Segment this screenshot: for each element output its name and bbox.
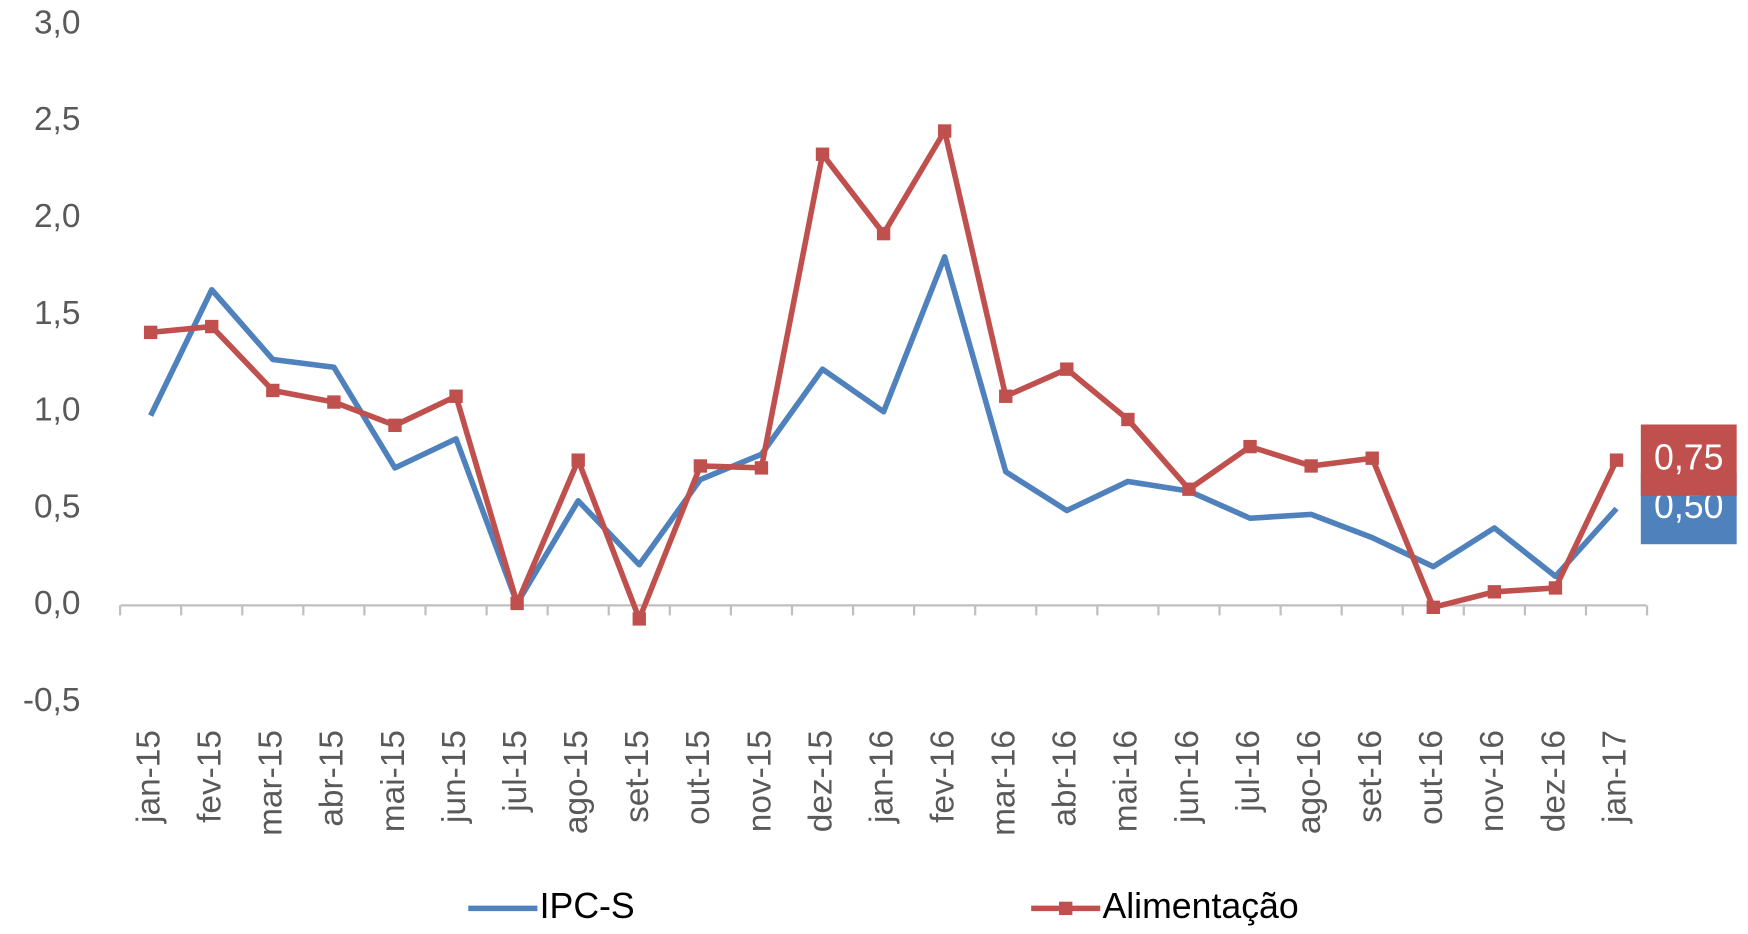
- y-tick-label: -0,5: [23, 682, 81, 719]
- x-tick-label: ago-16: [1291, 730, 1328, 834]
- marker: [1304, 459, 1318, 473]
- marker: [571, 453, 585, 467]
- marker: [1487, 585, 1502, 599]
- x-tick-label: mai-16: [1108, 730, 1145, 832]
- x-tick-label: nov-15: [741, 730, 778, 832]
- x-tick-label: out-15: [680, 730, 717, 825]
- marker: [1243, 439, 1257, 454]
- marker: [143, 325, 158, 340]
- value-label: 0,75: [1654, 438, 1723, 478]
- x-tick-label: mar-15: [253, 730, 290, 836]
- x-tick-label: mai-15: [375, 730, 412, 832]
- x-tick-label: fev-15: [192, 730, 229, 823]
- y-tick-label: 0,0: [34, 585, 80, 622]
- marker: [1060, 362, 1074, 376]
- legend-label: Alimentação: [1102, 886, 1298, 926]
- x-tick-label: mar-16: [986, 730, 1023, 836]
- x-tick-label: set-15: [619, 730, 656, 823]
- x-tick-label: out-16: [1413, 730, 1450, 825]
- series-line: [150, 128, 1620, 622]
- x-tick-label: set-16: [1352, 730, 1389, 823]
- legend-marker: [1059, 901, 1073, 916]
- y-tick-label: 2,5: [34, 101, 80, 138]
- marker: [815, 147, 830, 161]
- marker: [449, 389, 463, 403]
- marker: [1426, 600, 1440, 614]
- marker: [266, 383, 280, 398]
- y-tick-label: 1,0: [34, 392, 80, 429]
- x-tick-label: abr-15: [314, 730, 351, 827]
- marker: [1548, 581, 1563, 595]
- x-tick-label: jul-16: [1230, 730, 1267, 813]
- x-tick-label: jan-15: [130, 730, 167, 824]
- marker: [388, 418, 402, 432]
- x-tick-label: ago-15: [558, 730, 595, 834]
- x-tick-label: nov-16: [1474, 730, 1511, 832]
- marker: [1121, 412, 1135, 427]
- x-tick-label: jul-15: [497, 730, 534, 813]
- y-tick-label: 1,5: [34, 295, 80, 332]
- marker: [876, 226, 891, 241]
- x-tick-label: fev-16: [924, 730, 961, 823]
- x-tick-label: dez-16: [1535, 730, 1572, 832]
- y-tick-label: 0,5: [34, 488, 80, 525]
- marker: [999, 389, 1013, 403]
- x-tick-label: jan-16: [863, 730, 900, 824]
- marker: [510, 596, 524, 611]
- y-tick-label: 3,0: [34, 4, 80, 41]
- marker: [693, 459, 708, 473]
- marker: [1182, 482, 1196, 496]
- marker: [205, 319, 219, 334]
- marker: [1365, 451, 1379, 465]
- marker: [1609, 453, 1624, 467]
- series-line: [148, 254, 1619, 607]
- marker: [327, 395, 341, 409]
- y-tick-label: 2,0: [34, 198, 80, 235]
- legend-label: IPC-S: [540, 886, 635, 926]
- x-tick-label: jun-16: [1169, 730, 1206, 824]
- marker: [937, 124, 952, 138]
- x-tick-label: abr-16: [1047, 730, 1084, 827]
- x-tick-label: dez-15: [802, 730, 839, 832]
- x-tick-label: jan-17: [1596, 730, 1633, 824]
- x-tick-label: jun-15: [436, 730, 473, 824]
- value-label-box: [1640, 424, 1737, 496]
- marker: [754, 461, 769, 475]
- marker: [632, 612, 646, 626]
